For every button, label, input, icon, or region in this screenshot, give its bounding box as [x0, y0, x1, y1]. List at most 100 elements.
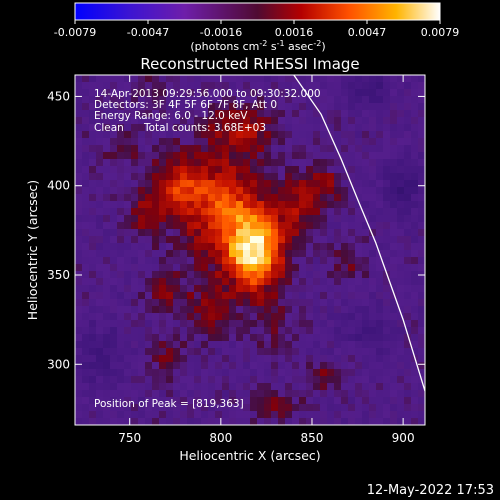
heatmap-cell — [348, 110, 356, 118]
heatmap-cell — [229, 117, 237, 125]
heatmap-cell — [103, 355, 111, 363]
heatmap-cell — [418, 397, 425, 405]
heatmap-cell — [166, 271, 174, 279]
heatmap-cell — [271, 411, 279, 419]
heatmap-cell — [215, 250, 223, 258]
heatmap-cell — [257, 299, 265, 307]
heatmap-cell — [180, 103, 188, 111]
heatmap-cell — [110, 271, 118, 279]
heatmap-cell — [411, 411, 419, 419]
heatmap-cell — [229, 229, 237, 237]
heatmap-cell — [89, 103, 97, 111]
heatmap-cell — [369, 187, 377, 195]
heatmap-cell — [180, 89, 188, 97]
heatmap-cell — [243, 271, 251, 279]
heatmap-cell — [145, 257, 153, 265]
heatmap-cell — [292, 362, 300, 370]
heatmap-cell — [390, 285, 398, 293]
heatmap-cell — [264, 138, 272, 146]
heatmap-cell — [96, 124, 104, 132]
x-tick-label: 800 — [209, 431, 232, 445]
heatmap-cell — [404, 96, 412, 104]
heatmap-cell — [383, 159, 391, 167]
heatmap-cell — [278, 271, 286, 279]
heatmap-cell — [369, 166, 377, 174]
heatmap-cell — [138, 404, 146, 412]
heatmap-cell — [117, 292, 125, 300]
heatmap-cell — [187, 376, 195, 384]
heatmap-cell — [187, 152, 195, 160]
heatmap-cell — [285, 278, 293, 286]
heatmap-cell — [236, 124, 244, 132]
heatmap-cell — [390, 348, 398, 356]
heatmap-cell — [292, 201, 300, 209]
heatmap-cell — [250, 411, 258, 419]
heatmap-cell — [411, 75, 419, 83]
heatmap-cell — [369, 355, 377, 363]
heatmap-cell — [285, 110, 293, 118]
heatmap-cell — [397, 397, 405, 405]
heatmap-cell — [369, 173, 377, 181]
heatmap-cell — [208, 334, 216, 342]
heatmap-cell — [131, 327, 139, 335]
heatmap-cell — [376, 75, 384, 83]
heatmap-cell — [320, 89, 328, 97]
heatmap-cell — [411, 138, 419, 146]
heatmap-cell — [89, 383, 97, 391]
heatmap-cell — [131, 411, 139, 419]
heatmap-cell — [348, 250, 356, 258]
heatmap-cell — [376, 194, 384, 202]
heatmap-cell — [376, 103, 384, 111]
heatmap-cell — [124, 96, 132, 104]
heatmap-cell — [138, 278, 146, 286]
heatmap-cell — [390, 397, 398, 405]
heatmap-cell — [397, 103, 405, 111]
heatmap-cell — [131, 117, 139, 125]
heatmap-cell — [152, 250, 160, 258]
heatmap-cell — [327, 306, 335, 314]
heatmap-cell — [264, 306, 272, 314]
heatmap-cell — [334, 299, 342, 307]
heatmap-cell — [194, 75, 202, 83]
heatmap-cell — [334, 257, 342, 265]
heatmap-cell — [355, 110, 363, 118]
heatmap-cell — [145, 82, 153, 90]
heatmap-cell — [145, 229, 153, 237]
heatmap-cell — [145, 173, 153, 181]
heatmap-cell — [292, 292, 300, 300]
heatmap-cell — [320, 96, 328, 104]
heatmap-cell — [180, 124, 188, 132]
heatmap-cell — [145, 159, 153, 167]
heatmap-cell — [376, 418, 384, 425]
heatmap-cell — [250, 138, 258, 146]
heatmap-cell — [138, 89, 146, 97]
heatmap-cell — [131, 271, 139, 279]
heatmap-cell — [117, 278, 125, 286]
heatmap-cell — [306, 250, 314, 258]
heatmap-cell — [96, 236, 104, 244]
heatmap-cell — [334, 187, 342, 195]
heatmap-cell — [411, 278, 419, 286]
heatmap-cell — [131, 390, 139, 398]
heatmap-cell — [411, 243, 419, 251]
heatmap-cell — [278, 292, 286, 300]
heatmap-cell — [138, 292, 146, 300]
heatmap-cell — [306, 299, 314, 307]
heatmap-cell — [299, 103, 307, 111]
heatmap-cell — [236, 180, 244, 188]
heatmap-cell — [306, 166, 314, 174]
heatmap-cell — [369, 383, 377, 391]
heatmap-cell — [271, 138, 279, 146]
heatmap-cell — [201, 250, 209, 258]
heatmap-cell — [313, 75, 321, 83]
heatmap-cell — [103, 194, 111, 202]
heatmap-cell — [131, 208, 139, 216]
heatmap-cell — [166, 390, 174, 398]
heatmap-cell — [201, 89, 209, 97]
heatmap-cell — [75, 397, 83, 405]
heatmap-cell — [236, 271, 244, 279]
heatmap-cell — [390, 110, 398, 118]
heatmap-cell — [327, 250, 335, 258]
heatmap-cell — [110, 278, 118, 286]
heatmap-cell — [376, 89, 384, 97]
